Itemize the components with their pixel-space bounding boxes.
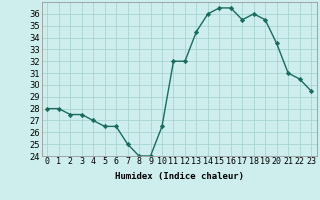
X-axis label: Humidex (Indice chaleur): Humidex (Indice chaleur) bbox=[115, 172, 244, 181]
